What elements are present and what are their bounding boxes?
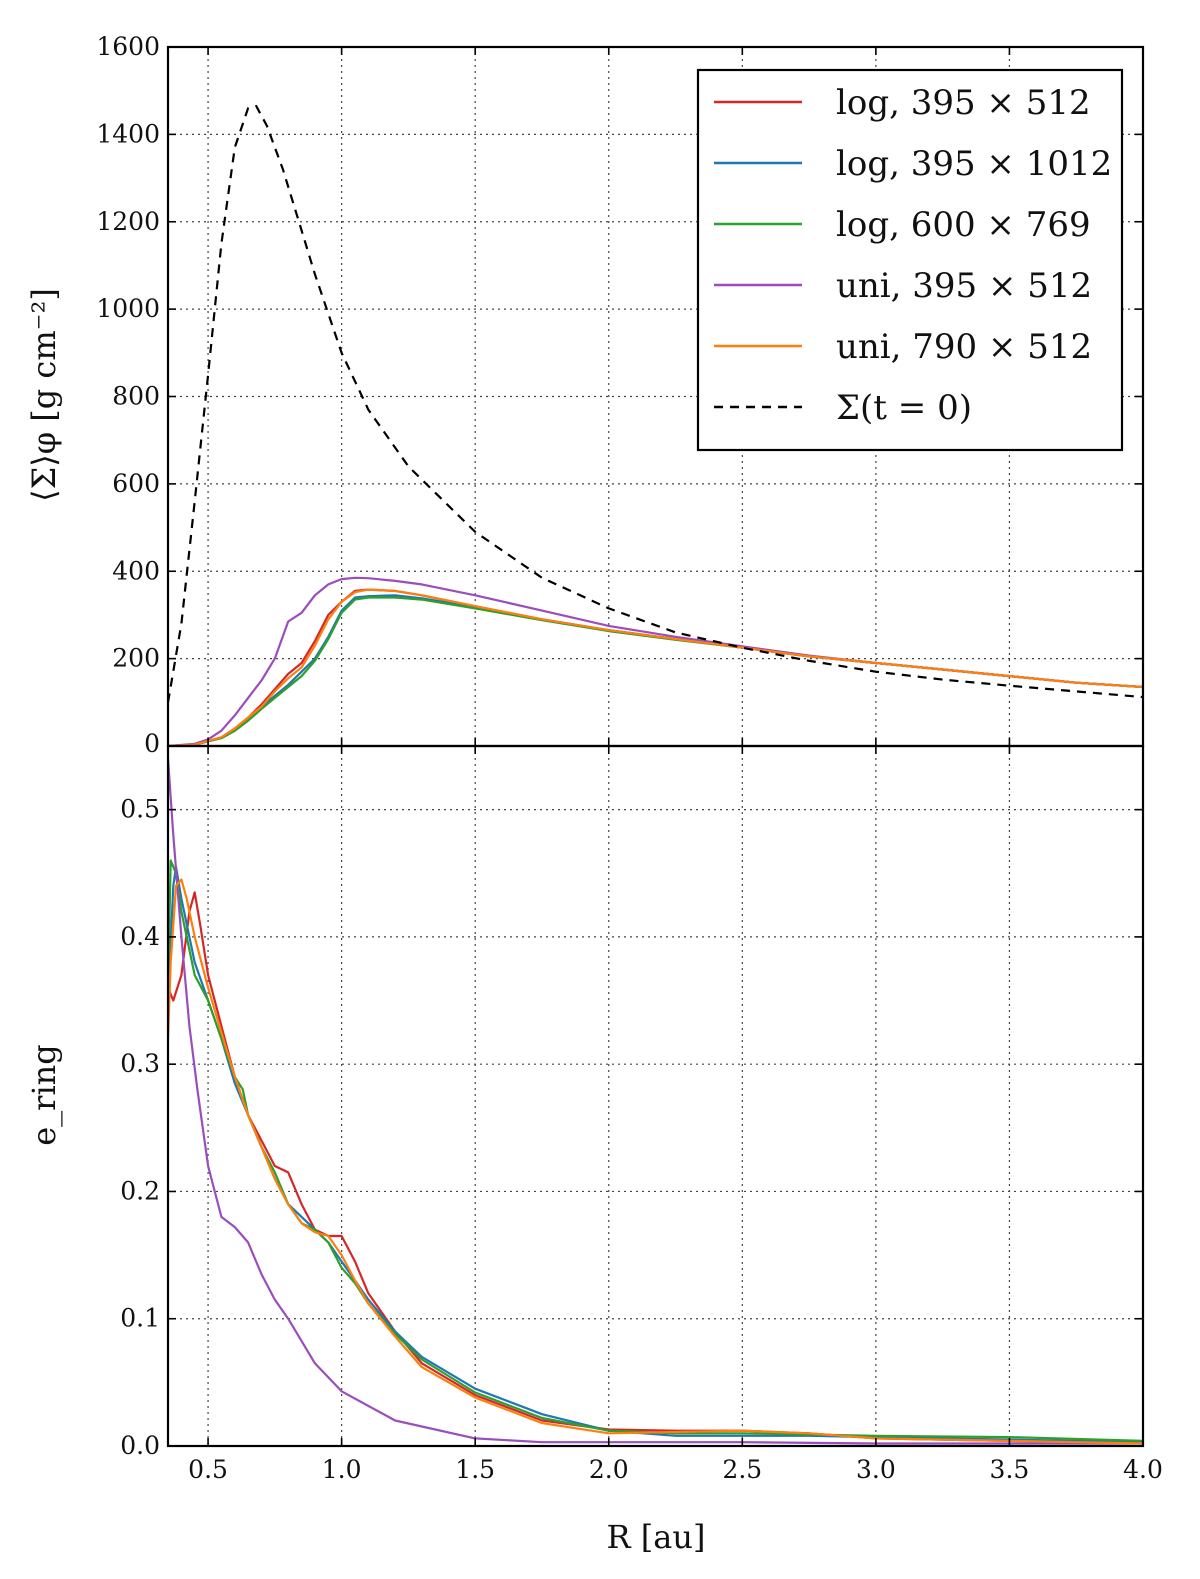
bottom-series — [168, 758, 1143, 1445]
bottom-series-line — [168, 758, 1143, 1445]
top-series — [168, 104, 1143, 746]
top-series-line — [168, 588, 1143, 746]
top-series-line — [168, 588, 1143, 746]
legend-box — [696, 68, 1124, 452]
bottom-y-tick-label: 0.1 — [120, 1304, 160, 1333]
legend: log, 395 × 512 log, 395 × 1012 log, 600 × … — [696, 68, 1124, 452]
x-tick-label: 0.5 — [188, 1455, 228, 1484]
legend-label: uni, 395 × 512 — [836, 266, 1092, 306]
top-y-tick-label: 800 — [112, 382, 160, 411]
top-series-line — [168, 596, 1143, 746]
bottom-series-line — [168, 891, 1143, 1444]
bottom-series-line — [168, 878, 1143, 1445]
top-series-line — [168, 104, 1143, 703]
top-panel: 200 400 600 800 1000 1200 1400 1600 0 — [96, 32, 1145, 758]
legend-label: Σ(t = 0) — [836, 388, 972, 428]
top-y-tick-label: 1400 — [96, 119, 160, 148]
top-y-tick-label: 1600 — [96, 32, 160, 61]
x-tick-label: 1.0 — [322, 1455, 362, 1484]
bottom-y-tick-label: 0.5 — [120, 795, 160, 824]
top-y-tick-label: 0 — [144, 729, 160, 758]
x-tick-label: 2.0 — [589, 1455, 629, 1484]
bottom-y-tick-label: 0.4 — [120, 922, 160, 951]
top-y-tick-label: 1000 — [96, 294, 160, 323]
x-axis-label: R [au] — [607, 1518, 706, 1556]
x-tick-label: 3.0 — [856, 1455, 896, 1484]
bottom-grid — [168, 746, 1144, 1447]
x-tick-label: 1.5 — [455, 1455, 495, 1484]
x-tick-label: 4.0 — [1123, 1455, 1163, 1484]
bottom-ticks: 0.5 1.0 1.5 2.0 2.5 3.0 3.5 4.0 0.0 0.1 0.2 0.3 0.4 0… — [120, 746, 1163, 1484]
top-y-tick-label: 600 — [112, 469, 160, 498]
top-y-tick-label: 200 — [112, 644, 160, 673]
top-ticks: 200 400 600 800 1000 1200 1400 1600 0 — [96, 32, 1144, 758]
bottom-y-tick-label: 0.0 — [120, 1431, 160, 1460]
legend-label: log, 600 × 769 — [836, 205, 1091, 245]
bottom-plot-frame — [166, 744, 1145, 1448]
legend-label: uni, 790 × 512 — [836, 327, 1092, 367]
x-tick-label: 3.5 — [990, 1455, 1030, 1484]
bottom-panel: 0.5 1.0 1.5 2.0 2.5 3.0 3.5 4.0 0.0 0.1 0.2 0.3 0.4 0… — [120, 744, 1163, 1484]
legend-label: log, 395 × 512 — [836, 83, 1091, 123]
bottom-y-axis-label: e_ring — [25, 1044, 63, 1146]
top-y-tick-label: 400 — [112, 556, 160, 585]
bottom-series-line — [168, 865, 1143, 1444]
legend-label: log, 395 × 1012 — [836, 144, 1112, 184]
top-y-tick-label: 1200 — [96, 207, 160, 236]
x-tick-label: 2.5 — [722, 1455, 762, 1484]
bottom-series-line — [168, 859, 1143, 1442]
bottom-y-tick-label: 0.3 — [120, 1049, 160, 1078]
top-y-axis-label: ⟨Σ⟩φ [g cm⁻²] — [25, 288, 63, 502]
bottom-y-tick-label: 0.2 — [120, 1176, 160, 1205]
top-series-line — [168, 594, 1143, 746]
